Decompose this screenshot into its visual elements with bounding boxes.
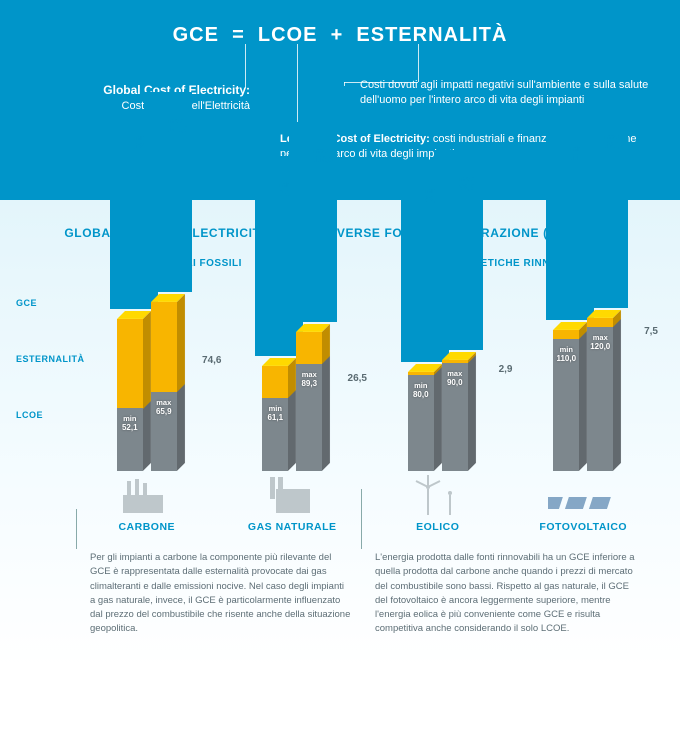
eq-plus: + <box>331 24 344 46</box>
eq-eq: = <box>232 24 245 46</box>
bar-min: min126,7 min52,1 <box>117 319 143 471</box>
externality-value: 26,5 <box>348 373 367 384</box>
eq-lcoe: LCOE <box>258 24 318 47</box>
source-label: CARBONE <box>118 521 175 533</box>
source-carbone: min126,7 min52,1 max140,5 max65,9 74,6 <box>78 283 216 533</box>
gas-icon <box>262 475 322 515</box>
eq-gce: GCE <box>173 24 219 46</box>
esternalita-definition: Costi dovuti agli impatti negativi sull'… <box>360 78 650 109</box>
bar-min: min117,5 min110,0 <box>553 330 579 471</box>
source-eolico: min82,9 min80,0 max92,9 max90,0 2,9 <box>369 283 507 533</box>
chart-panel: GLOBAL COST OF ELECTRICITY PER LE DIVERS… <box>0 200 680 667</box>
source-label: EOLICO <box>416 521 459 533</box>
footnote-fossil: Per gli impianti a carbone la componente… <box>90 551 351 637</box>
bar-max: max127,5 max120,0 <box>587 318 613 471</box>
eq-est: ESTERNALITÀ <box>356 24 507 47</box>
source-fotovoltaico: min117,5 min110,0 max127,5 max120,0 7,5 <box>515 283 653 533</box>
solar-icon <box>548 475 618 515</box>
bar-min: min87,6 min61,1 <box>262 366 288 471</box>
source-gas naturale: min87,6 min61,1 max115,8 max89,3 26,5 <box>224 283 362 533</box>
row-label-lcoe: LCOE <box>16 410 85 466</box>
row-label-ext: ESTERNALITÀ <box>16 354 85 410</box>
source-label: GAS NATURALE <box>248 521 337 533</box>
externality-value: 74,6 <box>202 355 221 366</box>
bar-min: min82,9 min80,0 <box>408 372 434 471</box>
row-labels: GCE ESTERNALITÀ LCOE <box>16 298 85 466</box>
externality-value: 2,9 <box>499 364 513 375</box>
wind-icon <box>408 475 468 515</box>
source-label: FOTOVOLTAICO <box>539 521 627 533</box>
equation: GCE = LCOE + ESTERNALITÀ <box>24 24 656 47</box>
bar-max: max140,5 max65,9 <box>151 302 177 471</box>
row-label-gce: GCE <box>16 298 85 354</box>
externality-value: 7,5 <box>644 326 658 337</box>
bar-max: max92,9 max90,0 <box>442 360 468 471</box>
bar-max: max115,8 max89,3 <box>296 332 322 471</box>
coal-icon <box>117 475 177 515</box>
bar-chart: min126,7 min52,1 max140,5 max65,9 74,6 <box>20 283 660 533</box>
footnote-renewable: L'energia prodotta dalle fonti rinnovabi… <box>375 551 636 637</box>
